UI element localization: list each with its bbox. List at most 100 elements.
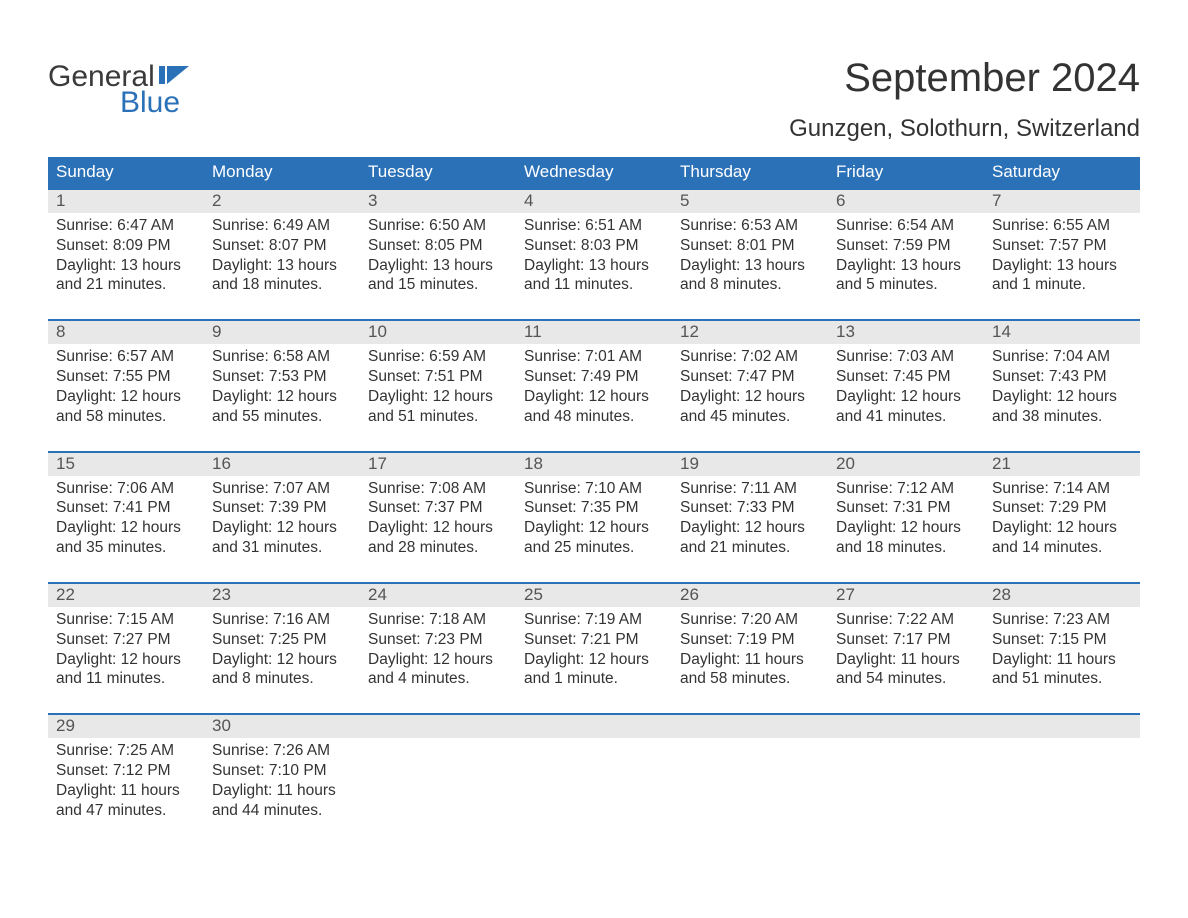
sunset-text: Sunset: 7:51 PM — [368, 367, 508, 387]
day-cell: Sunrise: 7:19 AMSunset: 7:21 PMDaylight:… — [516, 607, 672, 713]
daylight-line2: and 54 minutes. — [836, 669, 976, 689]
daylight-line1: Daylight: 12 hours — [680, 518, 820, 538]
sunrise-text: Sunrise: 7:03 AM — [836, 347, 976, 367]
day-cell: Sunrise: 7:10 AMSunset: 7:35 PMDaylight:… — [516, 476, 672, 582]
daylight-line1: Daylight: 12 hours — [212, 518, 352, 538]
daynum-row: 2930 — [48, 715, 1140, 738]
day-cell: Sunrise: 6:49 AMSunset: 8:07 PMDaylight:… — [204, 213, 360, 319]
day-cell — [516, 738, 672, 844]
daylight-line2: and 21 minutes. — [680, 538, 820, 558]
sunset-text: Sunset: 7:55 PM — [56, 367, 196, 387]
daylight-line1: Daylight: 12 hours — [524, 387, 664, 407]
sunset-text: Sunset: 8:09 PM — [56, 236, 196, 256]
sunset-text: Sunset: 7:23 PM — [368, 630, 508, 650]
daylight-line2: and 58 minutes. — [680, 669, 820, 689]
day-number: 24 — [360, 584, 516, 607]
sunrise-text: Sunrise: 7:01 AM — [524, 347, 664, 367]
daylight-line1: Daylight: 12 hours — [992, 387, 1132, 407]
daylight-line1: Daylight: 12 hours — [992, 518, 1132, 538]
daylight-line1: Daylight: 13 hours — [56, 256, 196, 276]
weekday-label: Tuesday — [360, 157, 516, 188]
day-number — [672, 715, 828, 738]
logo: General Blue — [48, 60, 189, 120]
day-cell: Sunrise: 6:54 AMSunset: 7:59 PMDaylight:… — [828, 213, 984, 319]
sunset-text: Sunset: 7:45 PM — [836, 367, 976, 387]
daylight-line1: Daylight: 12 hours — [680, 387, 820, 407]
day-cell: Sunrise: 7:07 AMSunset: 7:39 PMDaylight:… — [204, 476, 360, 582]
day-number: 16 — [204, 453, 360, 476]
day-number: 19 — [672, 453, 828, 476]
sunrise-text: Sunrise: 7:14 AM — [992, 479, 1132, 499]
day-number: 5 — [672, 190, 828, 213]
daylight-line1: Daylight: 12 hours — [212, 387, 352, 407]
day-cell: Sunrise: 7:18 AMSunset: 7:23 PMDaylight:… — [360, 607, 516, 713]
header: General Blue September 2024 Gunzgen, Sol… — [48, 20, 1140, 143]
day-cell: Sunrise: 7:16 AMSunset: 7:25 PMDaylight:… — [204, 607, 360, 713]
sunset-text: Sunset: 7:25 PM — [212, 630, 352, 650]
daylight-line2: and 41 minutes. — [836, 407, 976, 427]
day-cell: Sunrise: 6:59 AMSunset: 7:51 PMDaylight:… — [360, 344, 516, 450]
day-number: 15 — [48, 453, 204, 476]
daylight-line1: Daylight: 13 hours — [368, 256, 508, 276]
week-row: 15161718192021Sunrise: 7:06 AMSunset: 7:… — [48, 451, 1140, 582]
sunset-text: Sunset: 7:21 PM — [524, 630, 664, 650]
sunset-text: Sunset: 7:27 PM — [56, 630, 196, 650]
day-cell: Sunrise: 7:04 AMSunset: 7:43 PMDaylight:… — [984, 344, 1140, 450]
month-title: September 2024 — [789, 56, 1140, 101]
daylight-line1: Daylight: 12 hours — [368, 387, 508, 407]
sunrise-text: Sunrise: 7:18 AM — [368, 610, 508, 630]
daylight-line1: Daylight: 12 hours — [836, 387, 976, 407]
day-number: 8 — [48, 321, 204, 344]
day-number: 10 — [360, 321, 516, 344]
daylight-line2: and 58 minutes. — [56, 407, 196, 427]
daylight-line2: and 1 minute. — [524, 669, 664, 689]
day-cell: Sunrise: 7:01 AMSunset: 7:49 PMDaylight:… — [516, 344, 672, 450]
day-number: 6 — [828, 190, 984, 213]
day-cell: Sunrise: 7:26 AMSunset: 7:10 PMDaylight:… — [204, 738, 360, 844]
daynum-row: 22232425262728 — [48, 584, 1140, 607]
daylight-line1: Daylight: 11 hours — [212, 781, 352, 801]
day-number: 13 — [828, 321, 984, 344]
day-number: 30 — [204, 715, 360, 738]
day-number: 18 — [516, 453, 672, 476]
day-number: 21 — [984, 453, 1140, 476]
sunset-text: Sunset: 7:19 PM — [680, 630, 820, 650]
sunrise-text: Sunrise: 7:26 AM — [212, 741, 352, 761]
daylight-line2: and 14 minutes. — [992, 538, 1132, 558]
sunset-text: Sunset: 7:39 PM — [212, 498, 352, 518]
calendar: SundayMondayTuesdayWednesdayThursdayFrid… — [48, 157, 1140, 845]
daylight-line1: Daylight: 12 hours — [368, 650, 508, 670]
week-row: 891011121314Sunrise: 6:57 AMSunset: 7:55… — [48, 319, 1140, 450]
week-row: 2930Sunrise: 7:25 AMSunset: 7:12 PMDayli… — [48, 713, 1140, 844]
sunset-text: Sunset: 7:17 PM — [836, 630, 976, 650]
daylight-line2: and 45 minutes. — [680, 407, 820, 427]
day-number: 7 — [984, 190, 1140, 213]
daylight-line1: Daylight: 13 hours — [992, 256, 1132, 276]
sunset-text: Sunset: 7:12 PM — [56, 761, 196, 781]
daylight-line1: Daylight: 12 hours — [524, 518, 664, 538]
daylight-line1: Daylight: 12 hours — [56, 387, 196, 407]
daylight-line2: and 38 minutes. — [992, 407, 1132, 427]
day-cell: Sunrise: 7:14 AMSunset: 7:29 PMDaylight:… — [984, 476, 1140, 582]
sunrise-text: Sunrise: 6:54 AM — [836, 216, 976, 236]
daylight-line2: and 55 minutes. — [212, 407, 352, 427]
day-cell: Sunrise: 7:20 AMSunset: 7:19 PMDaylight:… — [672, 607, 828, 713]
daylight-line1: Daylight: 11 hours — [56, 781, 196, 801]
day-cell: Sunrise: 6:58 AMSunset: 7:53 PMDaylight:… — [204, 344, 360, 450]
sunset-text: Sunset: 7:53 PM — [212, 367, 352, 387]
day-cell: Sunrise: 6:55 AMSunset: 7:57 PMDaylight:… — [984, 213, 1140, 319]
daylight-line2: and 4 minutes. — [368, 669, 508, 689]
daylight-line1: Daylight: 12 hours — [56, 518, 196, 538]
sunrise-text: Sunrise: 6:47 AM — [56, 216, 196, 236]
sunrise-text: Sunrise: 7:08 AM — [368, 479, 508, 499]
day-number: 23 — [204, 584, 360, 607]
sunset-text: Sunset: 7:33 PM — [680, 498, 820, 518]
day-number: 3 — [360, 190, 516, 213]
daylight-line1: Daylight: 12 hours — [212, 650, 352, 670]
day-cell — [672, 738, 828, 844]
day-cell: Sunrise: 7:02 AMSunset: 7:47 PMDaylight:… — [672, 344, 828, 450]
day-number: 28 — [984, 584, 1140, 607]
day-cell: Sunrise: 6:47 AMSunset: 8:09 PMDaylight:… — [48, 213, 204, 319]
daylight-line2: and 47 minutes. — [56, 801, 196, 821]
daylight-line1: Daylight: 12 hours — [836, 518, 976, 538]
